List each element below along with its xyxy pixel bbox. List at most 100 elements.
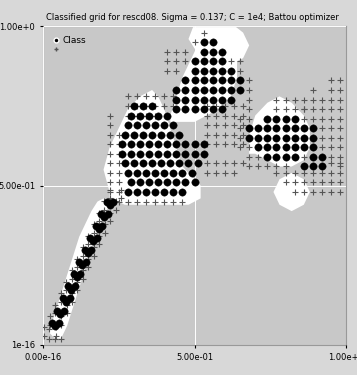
Point: [113, 198, 119, 204]
Point: [49, 320, 55, 326]
Point: [301, 164, 307, 170]
Point: [337, 160, 343, 166]
Point: [125, 103, 131, 109]
Point: [240, 141, 246, 147]
Point: [60, 296, 66, 302]
Point: [186, 160, 191, 166]
Point: [52, 302, 58, 307]
Point: [47, 322, 53, 328]
Point: [137, 112, 143, 118]
Point: [201, 78, 206, 84]
Point: [246, 144, 252, 150]
Point: [228, 58, 234, 64]
Point: [192, 180, 197, 186]
Point: [337, 170, 343, 176]
Point: [328, 106, 334, 112]
Point: [52, 323, 58, 329]
Point: [85, 250, 91, 256]
Point: [337, 106, 343, 112]
Point: [107, 122, 112, 128]
Point: [201, 97, 206, 103]
Point: [201, 49, 206, 55]
Point: [301, 116, 307, 122]
Point: [116, 189, 121, 195]
Point: [237, 87, 243, 93]
Point: [164, 141, 170, 147]
Point: [192, 151, 197, 157]
Point: [143, 122, 149, 128]
Point: [210, 58, 216, 64]
Point: [265, 135, 270, 141]
Point: [143, 189, 149, 195]
Point: [58, 313, 64, 319]
Point: [192, 106, 197, 112]
Point: [146, 151, 152, 157]
Point: [222, 160, 228, 166]
Point: [337, 97, 343, 103]
Point: [116, 151, 121, 157]
Point: [91, 221, 96, 227]
Point: [171, 199, 176, 205]
Point: [231, 103, 237, 109]
Point: [105, 211, 111, 217]
Point: [292, 189, 297, 195]
Point: [337, 87, 343, 93]
Point: [74, 264, 80, 270]
Point: [56, 320, 61, 326]
Point: [210, 39, 216, 45]
Point: [63, 298, 69, 304]
Point: [69, 276, 75, 282]
Point: [228, 87, 234, 93]
Point: [161, 93, 167, 99]
Point: [164, 180, 170, 186]
Point: [192, 68, 197, 74]
Point: [210, 97, 216, 103]
Point: [328, 180, 334, 186]
Point: [222, 132, 228, 138]
Point: [265, 116, 270, 122]
Point: [201, 106, 206, 112]
Point: [69, 290, 75, 296]
Point: [107, 151, 112, 157]
Point: [80, 253, 85, 259]
Point: [210, 78, 216, 84]
Point: [213, 160, 218, 166]
Point: [231, 112, 237, 118]
Point: [101, 214, 107, 220]
Point: [337, 164, 343, 170]
Point: [246, 154, 252, 160]
Point: [246, 164, 252, 170]
Point: [90, 238, 96, 244]
Point: [240, 103, 246, 109]
Point: [204, 122, 210, 128]
Point: [61, 308, 67, 314]
Point: [210, 68, 216, 74]
Point: [182, 151, 188, 157]
Point: [219, 49, 225, 55]
Polygon shape: [104, 90, 201, 205]
Point: [152, 93, 158, 99]
Point: [107, 160, 112, 166]
Point: [107, 195, 113, 201]
Point: [328, 144, 334, 150]
Point: [65, 284, 71, 290]
Point: [310, 170, 316, 176]
Point: [85, 264, 91, 270]
Point: [182, 97, 188, 103]
Point: [337, 189, 343, 195]
Point: [128, 112, 134, 118]
Point: [155, 141, 161, 147]
Point: [96, 226, 101, 232]
Point: [137, 151, 143, 157]
Point: [310, 106, 316, 112]
Point: [125, 170, 131, 176]
Point: [80, 276, 86, 282]
Point: [91, 230, 96, 236]
Point: [174, 141, 179, 147]
Point: [192, 87, 197, 93]
Point: [204, 141, 210, 147]
Point: [219, 58, 225, 64]
Point: [158, 160, 164, 166]
Point: [222, 103, 228, 109]
Point: [283, 154, 288, 160]
